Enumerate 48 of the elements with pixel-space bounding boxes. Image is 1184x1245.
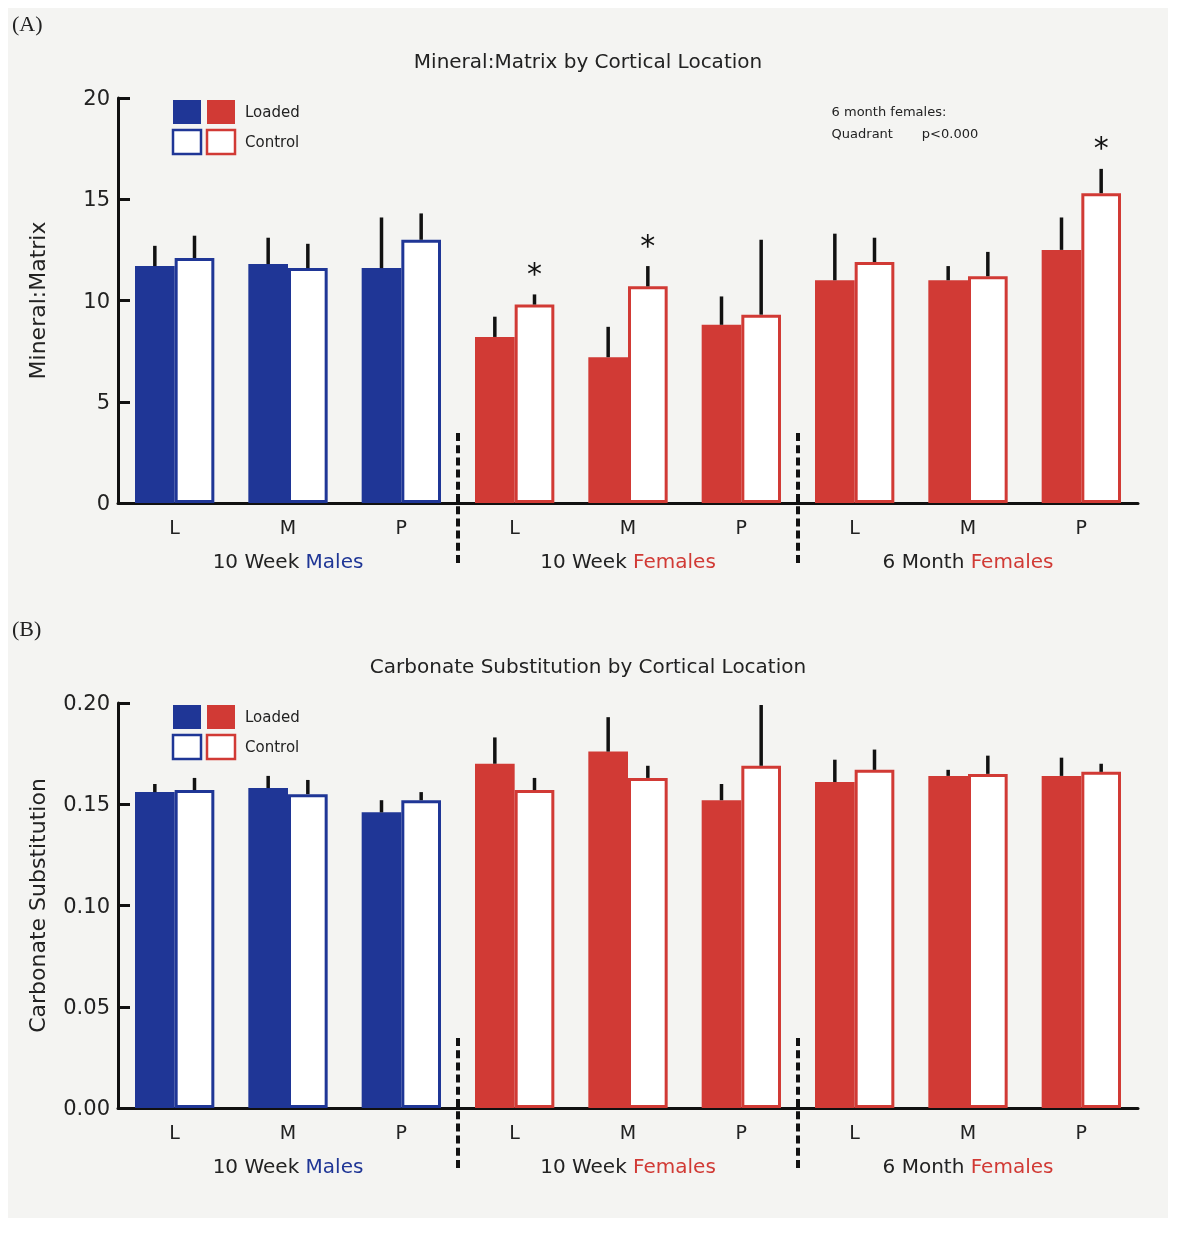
y-axis-title: Carbonate Substitution (24, 778, 50, 1033)
x-tick-label: L (169, 515, 181, 538)
x-tick-label: P (395, 1120, 408, 1143)
data-label: * (527, 255, 542, 291)
x-tick-label: M (619, 515, 637, 538)
y-tick-label: 0 (96, 491, 110, 515)
x-tick-label: M (279, 1120, 297, 1143)
text: (A) (12, 10, 43, 36)
text: 10 Week Females (540, 1154, 716, 1178)
x-tick-label: P (395, 515, 408, 538)
legend-label: Loaded (245, 708, 300, 726)
y-tick-label: 0.00 (63, 1096, 110, 1120)
text: 10 Week Males (212, 1154, 364, 1178)
x-tick-label: M (959, 1120, 977, 1143)
x-tick-label: M (959, 515, 977, 538)
text: (B) (12, 615, 42, 641)
x-tick-label: P (735, 1120, 748, 1143)
text: 10 Week Females (540, 549, 716, 573)
y-tick-label: 5 (96, 389, 110, 414)
annotation: 6 month females: Quadrant p<0.000 (831, 103, 979, 141)
text: 6 Month Females (882, 549, 1054, 573)
y-axis-title: Mineral:Matrix (24, 221, 50, 380)
x-tick-label: M (619, 1120, 637, 1143)
y-tick-label: 10 (83, 288, 110, 313)
legend-label: Loaded (245, 103, 300, 121)
y-tick-label: 15 (83, 187, 110, 212)
x-tick-label: P (1075, 515, 1088, 538)
x-tick-label: L (509, 515, 521, 538)
x-tick-label: L (849, 515, 861, 538)
y-tick-label: 0.15 (63, 792, 110, 817)
legend-label: Control (245, 133, 300, 151)
chart-title: Carbonate Substitution by Cortical Location (369, 654, 807, 678)
x-tick-label: P (735, 515, 748, 538)
legend-label: Control (245, 738, 300, 756)
x-tick-label: L (849, 1120, 861, 1143)
chart-title: Mineral:Matrix by Cortical Location (413, 49, 763, 73)
y-tick-label: 0.05 (63, 994, 110, 1019)
x-tick-label: L (509, 1120, 521, 1143)
text: 10 Week Males (212, 549, 364, 573)
text: 6 Month Females (882, 1154, 1054, 1178)
y-tick-label: 20 (83, 86, 110, 110)
data-label: * (1093, 130, 1109, 166)
x-tick-label: M (279, 515, 297, 538)
data-label: * (640, 227, 656, 263)
y-tick-label: 0.10 (63, 893, 110, 918)
x-tick-label: P (1075, 1120, 1088, 1143)
y-tick-label: 0.20 (63, 691, 110, 715)
x-tick-label: L (169, 1120, 181, 1143)
